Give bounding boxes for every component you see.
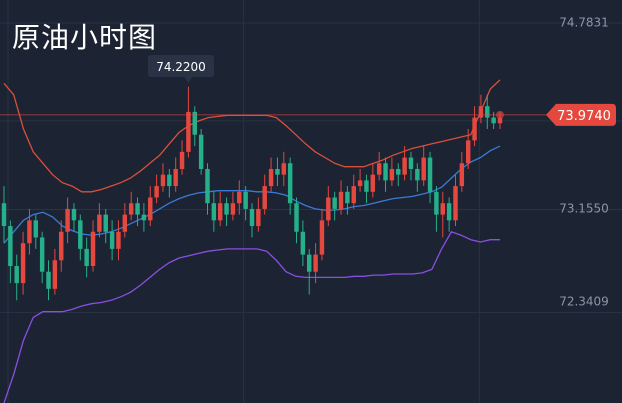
candle-body [167, 174, 172, 187]
candle-body [135, 203, 140, 215]
candle-body [33, 220, 39, 238]
chart-title: 原油小时图 [12, 21, 158, 54]
overlay: 73.9740 74.2200 [0, 55, 616, 126]
candle-body [472, 117, 477, 141]
candle-body [491, 117, 496, 124]
candle-body [122, 214, 128, 232]
candle-body [370, 174, 376, 192]
candle-body [408, 157, 414, 169]
candles [1, 86, 503, 301]
candle-body [20, 243, 26, 284]
candle-body [415, 168, 420, 181]
y-tick-label: 74.7831 [559, 15, 609, 29]
candle-body [1, 203, 7, 227]
high-callout-pointer [184, 77, 193, 83]
candle-body [338, 191, 344, 209]
candle-body [319, 220, 325, 255]
candle-body [446, 203, 452, 221]
candle-body [160, 174, 166, 187]
candle-body [478, 106, 484, 118]
candle-body [427, 157, 433, 192]
candle-body [65, 208, 70, 232]
bollinger-middle-line [3, 145, 501, 244]
last-price-label: 73.9740 [557, 109, 611, 124]
candle-body [173, 168, 178, 187]
candle-body [8, 226, 13, 267]
candle-body [27, 220, 32, 244]
candle-body [198, 134, 204, 169]
last-price-dot [496, 110, 504, 119]
candle-body [440, 203, 445, 215]
candle-body [224, 203, 229, 215]
candle-body [345, 191, 350, 204]
candle-body [396, 168, 401, 175]
candle-body [256, 208, 261, 227]
candle-body [46, 271, 51, 289]
y-tick-label: 73.1550 [559, 201, 609, 215]
candle-body [205, 168, 210, 204]
candle-body [326, 197, 331, 221]
candle-body [364, 180, 369, 192]
bollinger-lower-line [3, 231, 500, 403]
candle-body [128, 203, 134, 215]
candle-body [262, 186, 267, 209]
candle-body [78, 220, 83, 249]
candle-body [307, 254, 312, 272]
candle-body [402, 157, 407, 175]
y-tick-label: 72.3409 [559, 294, 609, 308]
candle-body [268, 168, 274, 187]
candle-body [211, 203, 217, 221]
candle-body [249, 208, 255, 227]
candle-body [141, 214, 147, 221]
bollinger-bands [3, 79, 501, 403]
candle-body [459, 163, 465, 187]
candle-body [97, 214, 102, 232]
candle-body [294, 203, 299, 232]
candle-body [39, 237, 45, 272]
candle-body [383, 163, 388, 181]
candle-body [281, 163, 287, 175]
candle-body [287, 163, 293, 204]
candle-body [434, 191, 439, 215]
high-callout-label: 74.2200 [156, 60, 206, 74]
candle-body [192, 111, 197, 135]
candle-body [84, 248, 89, 267]
candle-body [465, 140, 471, 164]
candle-body [116, 231, 121, 249]
candle-body [332, 197, 337, 209]
candle-body [497, 117, 503, 124]
candle-body [351, 186, 356, 204]
bollinger-upper-line [3, 79, 501, 193]
candle-body [421, 157, 426, 181]
candle-body [237, 191, 242, 204]
candle-body [376, 163, 382, 175]
candle-body [453, 186, 458, 221]
candle-body [71, 208, 77, 221]
candle-body [275, 168, 280, 175]
candle-body [217, 203, 223, 221]
candle-body [389, 168, 395, 181]
candle-body [148, 197, 153, 221]
last-price-tag [546, 103, 616, 126]
candle-body [243, 191, 248, 209]
candle-body [230, 203, 236, 215]
candle-body [14, 266, 19, 284]
candle-body [90, 231, 96, 267]
candle-body [154, 186, 159, 198]
candle-body [313, 254, 318, 272]
candle-body [109, 231, 115, 249]
candle-body [103, 214, 108, 232]
candle-body [186, 111, 191, 152]
candle-body [485, 106, 490, 118]
candle-body [179, 151, 185, 169]
candle-body [59, 231, 64, 261]
candle-body [52, 260, 58, 289]
high-callout-box [148, 55, 214, 77]
candle-body [300, 231, 306, 255]
candle-body [357, 180, 363, 187]
